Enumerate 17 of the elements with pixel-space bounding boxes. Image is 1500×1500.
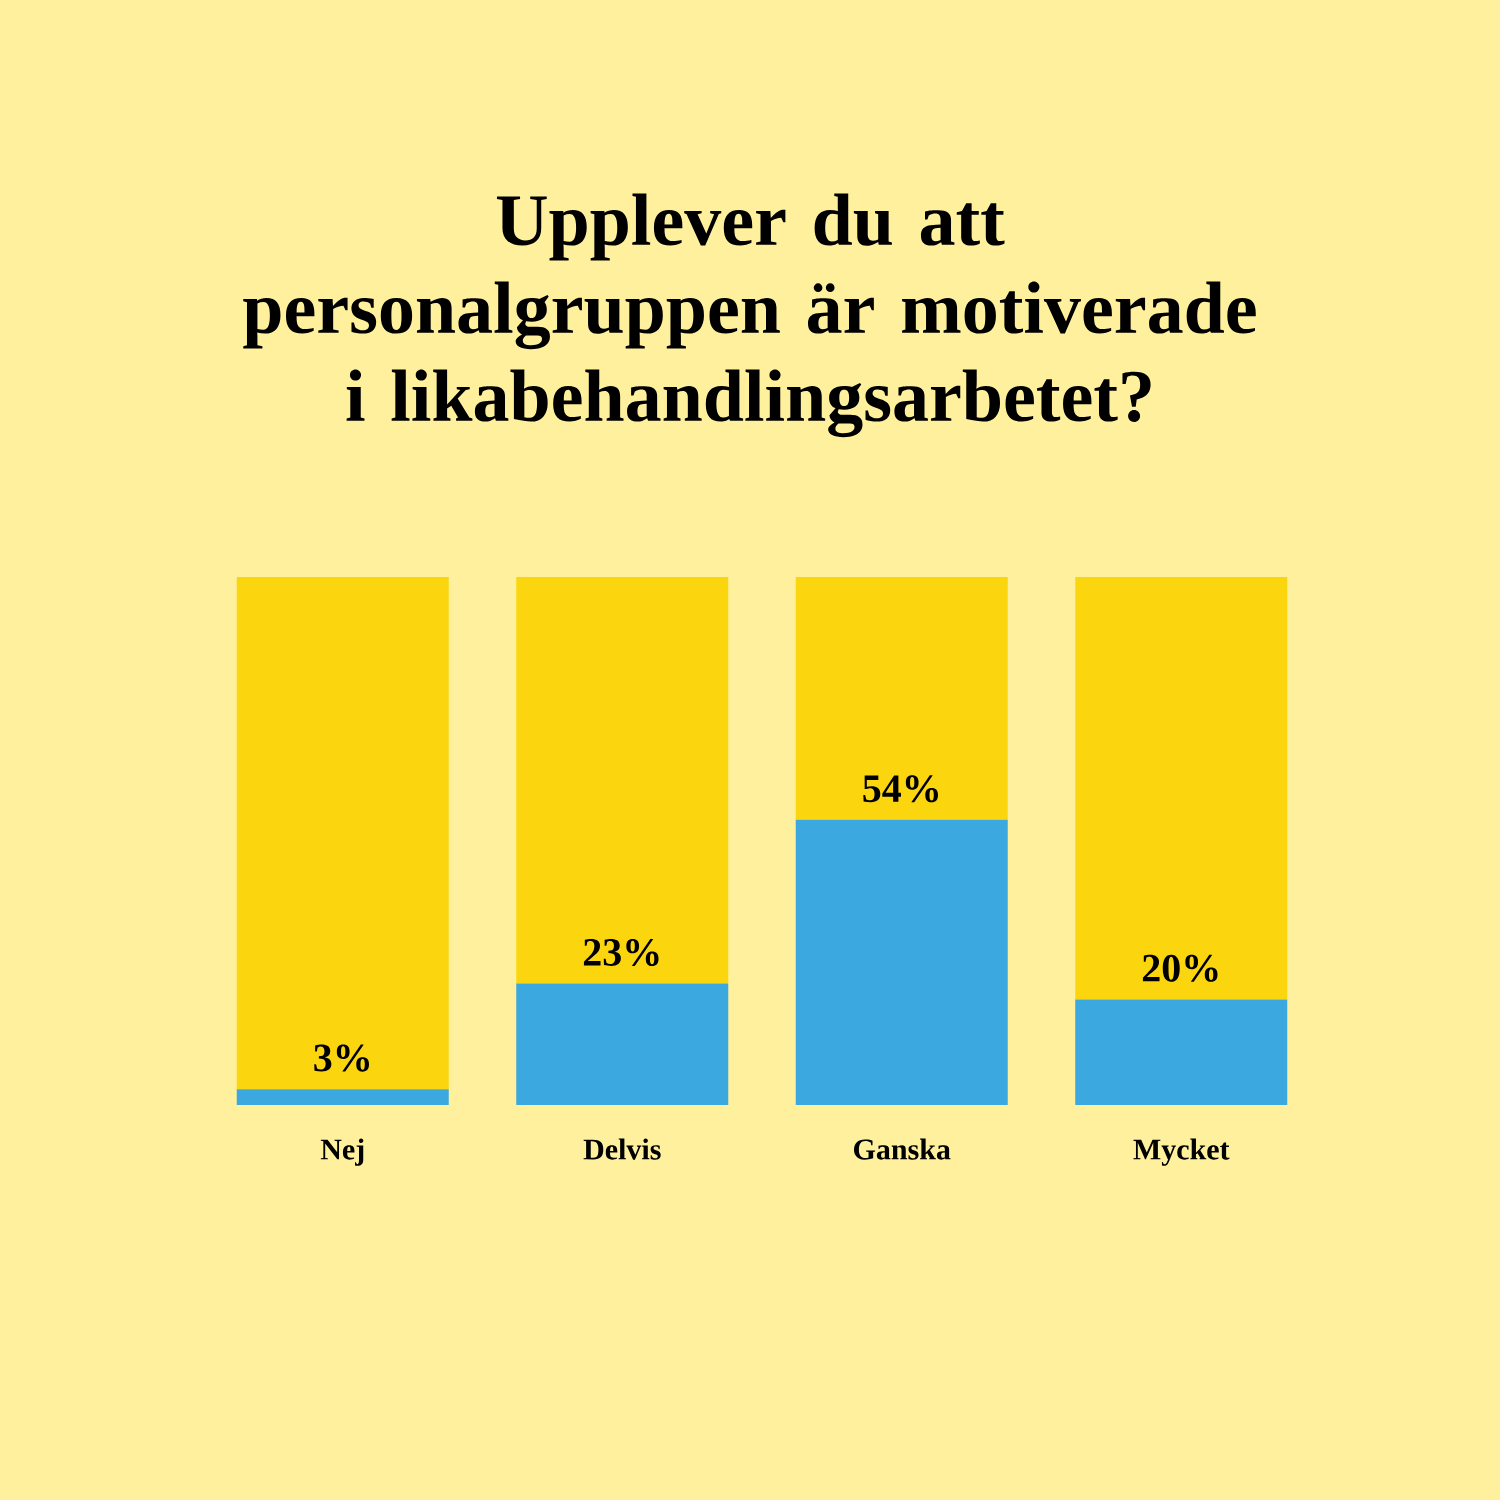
x-tick-label: Ganska [854,1138,951,1160]
bar [236,1089,449,1105]
bar [1075,576,1288,1000]
bar [516,983,729,1105]
x-tick-label: Nej [320,1138,364,1166]
x-tick-label: Delvis [583,1138,661,1160]
x-tick-label: Mycket [1133,1138,1230,1166]
bar [795,576,1008,820]
chart-title: Upplever du att personalgruppen är motiverade i likabehandlingsarbetet? [243,193,1256,438]
bar [236,576,449,1090]
data-label: 20% [1142,954,1218,982]
data-label: 3% [314,1044,369,1072]
bar [516,576,729,984]
data-label: 54% [863,775,938,803]
data-label: 23% [583,938,659,967]
bar [795,819,1008,1105]
bar [1075,999,1288,1105]
